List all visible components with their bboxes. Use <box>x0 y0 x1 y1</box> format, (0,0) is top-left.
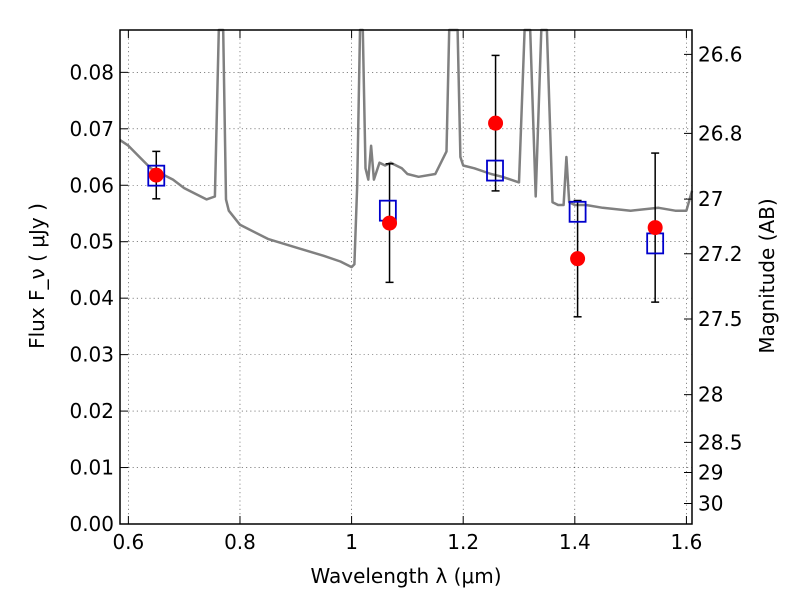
model-spectrum-layer <box>119 28 694 269</box>
y2-tick-label: 29 <box>698 461 723 485</box>
y2-tick-label: 28.5 <box>698 430 743 454</box>
x-tick-label: 0.6 <box>112 530 144 554</box>
y-tick-label: 0.01 <box>69 456 114 480</box>
y-tick-label: 0.08 <box>69 60 114 84</box>
model-photometry-square <box>568 200 587 223</box>
y2-tick-label: 28 <box>698 383 723 407</box>
error-bars-layer <box>152 54 660 318</box>
ticks <box>120 30 692 525</box>
y2-tick-label: 27.5 <box>698 307 743 331</box>
secondary-y-axis-label: Magnitude (AB) <box>755 198 779 353</box>
y-tick-label: 0.04 <box>69 286 114 310</box>
x-tick-label: 1 <box>345 530 358 554</box>
observed-points-layer <box>148 115 663 267</box>
y2-tick-label: 30 <box>698 492 723 516</box>
model-spectrum-line <box>119 28 694 269</box>
y-axis-label: Flux F_ν ( μJy ) <box>25 203 49 349</box>
model-photometry-square <box>147 164 166 187</box>
x-tick-label: 0.8 <box>224 530 256 554</box>
y-tick-label: 0.00 <box>69 512 114 536</box>
y2-tick-label: 27 <box>698 187 723 211</box>
y-tick-label: 0.03 <box>69 343 114 367</box>
observed-data-point <box>570 251 586 267</box>
x-tick-label: 1.6 <box>671 530 703 554</box>
y-tick-label: 0.02 <box>69 399 114 423</box>
observed-data-point <box>488 115 504 131</box>
observed-data-point <box>647 220 663 236</box>
x-axis-label: Wavelength λ (μm) <box>310 564 501 588</box>
model-photometry-square <box>486 159 504 182</box>
y-tick-label: 0.05 <box>69 230 114 254</box>
x-tick-label: 1.4 <box>559 530 591 554</box>
observed-data-point <box>382 215 398 231</box>
y2-tick-label: 26.6 <box>698 42 743 66</box>
grid <box>120 30 692 525</box>
tick-labels: 0.6 0.8 1 1.2 1.4 1.6 0.00 0.01 0.02 0.03 0.04 0.05… <box>69 42 742 554</box>
y2-tick-label: 27.2 <box>698 242 743 266</box>
y2-tick-label: 26.8 <box>698 121 743 145</box>
x-tick-label: 1.2 <box>447 530 479 554</box>
y-tick-label: 0.07 <box>69 117 114 141</box>
observed-data-point <box>148 167 164 183</box>
y-tick-label: 0.06 <box>69 173 114 197</box>
plot-frame <box>119 29 693 525</box>
